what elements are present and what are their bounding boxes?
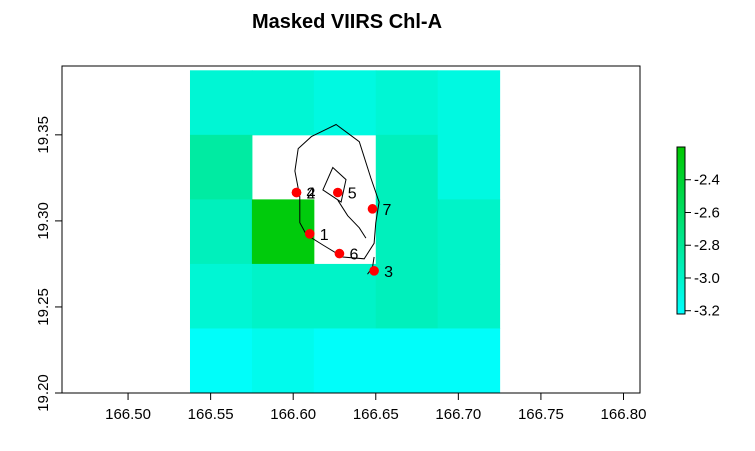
station-label-5: 5: [348, 185, 357, 202]
contour-line: [322, 166, 347, 203]
station-label-3: 3: [384, 264, 393, 281]
y-axis: 19.20 19.25 19.30 19.35: [35, 116, 62, 412]
y-tick-label: 19.35: [35, 116, 52, 154]
heatmap-cell: [189, 199, 253, 265]
x-tick-label: 166.70: [435, 406, 481, 423]
heatmap-cell: [189, 70, 253, 136]
heatmap-cell: [251, 328, 315, 394]
heatmap-cell: [189, 328, 253, 394]
plot-frame: [61, 65, 641, 394]
heatmap-cell: [437, 263, 501, 329]
heatmap-cell: [437, 70, 501, 136]
station-points: 1 24 5 6 7 3: [291, 185, 393, 281]
station-point-3: [369, 266, 379, 276]
heatmap-cell: [375, 328, 439, 394]
x-tick-label: 166.60: [270, 406, 316, 423]
station-label-4: 4: [307, 185, 316, 202]
y-tick-label: 19.30: [35, 202, 52, 240]
x-tick-label: 166.65: [353, 406, 399, 423]
station-label-6: 6: [349, 247, 358, 264]
heatmap-cell: [189, 263, 253, 329]
heatmap-cell: [437, 134, 501, 200]
contour-line: [294, 123, 380, 260]
chart-title: Masked VIIRS Chl-A: [252, 11, 442, 33]
heatmap-cell: [313, 70, 377, 136]
x-tick-label: 166.55: [188, 406, 234, 423]
x-axis: 166.50 166.55 166.60 166.65 166.70 166.75 166.…: [105, 393, 646, 423]
heatmap-cell: [313, 328, 377, 394]
heatmap-cell: [437, 328, 501, 394]
heatmap-cell: [251, 199, 315, 265]
heatmap-cell: [375, 263, 439, 329]
station-label-1: 1: [320, 227, 329, 244]
colorbar-ramp: [676, 146, 686, 315]
x-tick-label: 166.75: [518, 406, 564, 423]
heatmap-cell: [375, 199, 439, 265]
heatmap-cell: [375, 70, 439, 136]
heatmap-cell: [251, 70, 315, 136]
station-label-7: 7: [382, 202, 391, 219]
contour-line: [337, 199, 367, 239]
colorbar-tick-label: -2.8: [694, 237, 720, 254]
station-point-4: [291, 187, 302, 198]
heatmap-cell: [375, 134, 439, 200]
colorbar-tick-label: -3.2: [694, 303, 720, 320]
station-label-2: 2: [307, 185, 316, 202]
heatmap-cell: [437, 199, 501, 265]
colorbar-tick-label: -2.4: [694, 172, 720, 189]
colorbar-tick-label: -2.6: [694, 204, 720, 221]
colorbar-legend: -2.4 -2.6 -2.8 -3.0 -3.2: [676, 146, 720, 320]
heatmap-cell: [313, 263, 377, 329]
station-point-1: [304, 229, 315, 239]
y-tick-label: 19.20: [35, 374, 52, 412]
x-tick-label: 166.80: [601, 406, 647, 423]
station-point-7: [367, 204, 378, 214]
heatmap-cells: [189, 70, 501, 394]
station-point-5: [332, 187, 343, 198]
heatmap-cell: [251, 263, 315, 329]
colorbar-tick-label: -3.0: [694, 270, 720, 287]
y-tick-label: 19.25: [35, 288, 52, 326]
heatmap-cell: [189, 134, 253, 200]
x-tick-label: 166.50: [105, 406, 151, 423]
station-point-6: [334, 248, 345, 259]
